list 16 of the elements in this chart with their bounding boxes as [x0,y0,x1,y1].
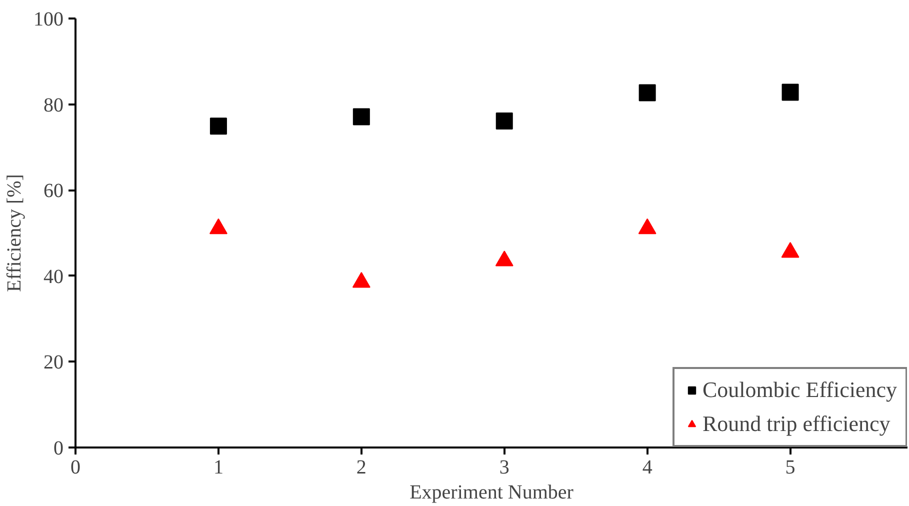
y-tick-label: 100 [34,8,64,30]
y-tick-label: 40 [44,266,64,288]
x-tick-label: 3 [499,456,510,478]
legend-label: Round trip efficiency [702,411,890,437]
y-tick-label: 0 [54,438,64,460]
y-tick-label: 20 [44,352,64,374]
x-tick-label: 5 [785,456,796,478]
y-axis-title: Efficiency [%] [4,174,26,292]
x-tick-label: 1 [213,456,224,478]
y-tick-label: 80 [44,94,64,116]
x-tick-label: 4 [642,456,652,478]
x-axis-title: Experiment Number [410,482,574,504]
x-tick-label: 0 [70,456,80,478]
y-tick-label: 60 [44,180,64,202]
legend-label: Coulombic Efficiency [702,377,897,403]
x-tick-label: 2 [356,456,366,478]
